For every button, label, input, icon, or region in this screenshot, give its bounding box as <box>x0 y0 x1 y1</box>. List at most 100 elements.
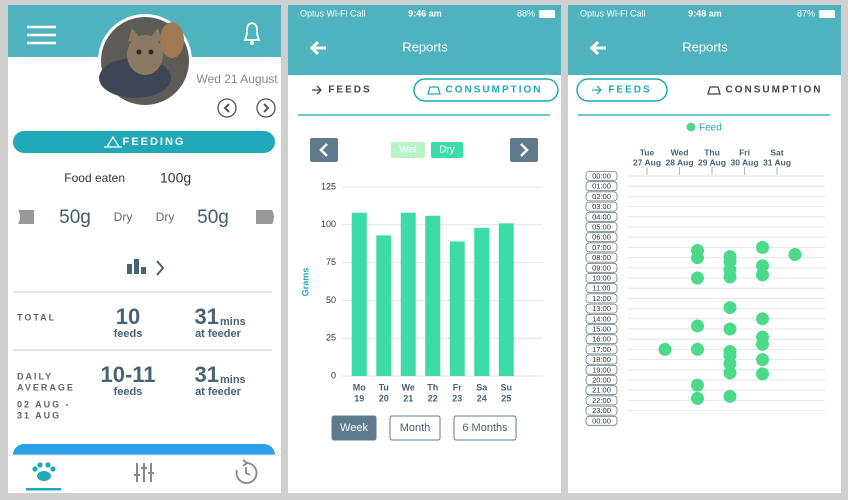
toggle[interactable] <box>431 142 463 158</box>
hour-label: 02:00 <box>592 192 611 201</box>
hour-label: 07:00 <box>592 243 611 252</box>
hour-label: 17:00 <box>592 345 611 354</box>
range-button[interactable] <box>331 415 377 441</box>
average-mins: 31 <box>195 362 219 387</box>
feed-dot <box>756 353 769 367</box>
prev-week[interactable] <box>310 138 338 162</box>
feed-dot <box>723 301 737 315</box>
range-button[interactable] <box>389 415 441 441</box>
hour-label: 10:00 <box>592 273 611 282</box>
average-range: 02 AUG - <box>17 399 71 409</box>
battery: 88% <box>517 8 535 18</box>
hour-label: 00:00 <box>592 416 611 425</box>
left-amount: 50g <box>59 207 91 228</box>
bell-icon[interactable] <box>243 22 261 45</box>
food-eaten-value: 100g <box>160 170 191 186</box>
day-label: Thu <box>704 147 720 157</box>
feed-dot <box>756 312 769 326</box>
back-button[interactable] <box>309 40 326 56</box>
battery-icon <box>539 10 555 18</box>
paw-tab[interactable] <box>26 462 61 491</box>
back-button[interactable] <box>589 40 606 56</box>
x-tick-label: Su <box>500 382 512 392</box>
bowl-icon <box>104 135 122 148</box>
hour-box <box>585 344 618 355</box>
x-tick-label: 22 <box>428 393 438 403</box>
feed-dot <box>658 342 672 356</box>
feeding-button[interactable] <box>13 131 275 153</box>
right-bowl <box>256 210 274 224</box>
day-label: Sat <box>770 147 783 157</box>
hour-box <box>585 191 618 202</box>
y-tick-label: 100 <box>321 219 336 229</box>
settings-tab[interactable] <box>134 463 154 482</box>
hour-box <box>585 334 618 345</box>
next-week[interactable] <box>510 138 538 162</box>
hour-box <box>585 222 618 232</box>
date-label: 28 Aug <box>665 157 693 167</box>
avatar[interactable] <box>98 14 192 108</box>
tab-label[interactable]: FEEDS <box>328 85 371 96</box>
tab-label[interactable]: FEEDS <box>608 85 651 96</box>
day-label: Fri <box>739 147 750 157</box>
hour-label: 12:00 <box>592 294 611 303</box>
bar <box>376 235 392 376</box>
feed-dot <box>723 270 737 284</box>
hour-box <box>585 211 618 222</box>
menu-icon[interactable] <box>27 25 56 45</box>
bar <box>425 215 441 376</box>
x-tick-label: 21 <box>403 393 413 403</box>
average-range: 31 AUG <box>17 410 61 420</box>
toggle-label: Wet <box>399 145 417 156</box>
feed-dot <box>723 357 737 371</box>
y-tick-label: 25 <box>326 333 336 343</box>
left-type: Dry <box>114 210 133 224</box>
hour-label: 15:00 <box>592 324 611 333</box>
hour-label: 01:00 <box>592 182 611 191</box>
tab-active-outline <box>576 78 668 102</box>
feed-dot <box>691 319 704 333</box>
feed-dot <box>691 378 704 392</box>
average-mins-unit: mins <box>220 374 246 386</box>
feed-dot <box>723 366 737 380</box>
toggle[interactable] <box>391 142 425 158</box>
average-label: AVERAGE <box>17 382 75 392</box>
hour-box <box>585 354 618 365</box>
bar <box>400 212 416 376</box>
feed-dot <box>756 367 769 381</box>
header-title: Reports <box>402 39 448 54</box>
total-mins-label: at feeder <box>195 328 242 340</box>
right-amount: 50g <box>197 207 229 228</box>
date-label: 31 Aug <box>763 157 791 167</box>
battery-icon <box>819 10 835 18</box>
average-mins-label: at feeder <box>195 386 242 398</box>
range-label: Week <box>340 422 368 434</box>
date-nav[interactable] <box>217 98 276 118</box>
history-tab[interactable] <box>235 459 258 484</box>
range-label: Month <box>400 422 431 434</box>
tab-label[interactable]: CONSUMPTION <box>726 85 823 96</box>
range-button[interactable] <box>453 415 517 441</box>
feed-dot <box>756 337 769 351</box>
feeding-label: FEEDING <box>123 136 186 148</box>
hour-label: 23:00 <box>592 406 611 415</box>
hour-box <box>585 303 618 314</box>
hour-box <box>585 232 618 243</box>
header-title: Reports <box>682 39 728 54</box>
hour-label: 05:00 <box>592 222 611 231</box>
feed-dot <box>691 251 704 265</box>
hour-label: 19:00 <box>592 365 611 374</box>
next-icon <box>520 143 529 157</box>
hour-box <box>585 252 618 263</box>
prev-icon <box>319 143 328 157</box>
tab-label[interactable]: CONSUMPTION <box>446 85 543 96</box>
average-feeds: 10-11 <box>100 362 155 387</box>
hour-label: 16:00 <box>592 335 611 344</box>
hour-box <box>585 375 618 385</box>
chart-icon[interactable] <box>127 259 165 276</box>
hour-label: 09:00 <box>592 263 611 272</box>
left-bowl <box>18 210 34 224</box>
x-tick-label: 24 <box>477 393 487 403</box>
legend-label: Feed <box>699 123 722 134</box>
